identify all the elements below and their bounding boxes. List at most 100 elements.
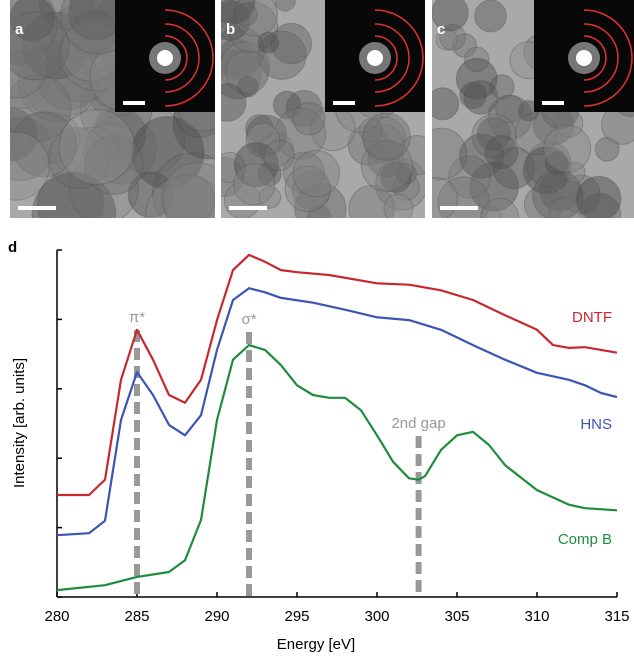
particle	[84, 135, 144, 195]
particle	[525, 141, 572, 188]
particle	[543, 124, 592, 173]
legend-label: DNTF	[572, 309, 612, 326]
x-axis-title: Energy [eV]	[277, 636, 355, 653]
particle	[233, 163, 276, 206]
panel-label: a	[15, 21, 24, 38]
particle	[432, 127, 468, 181]
particle	[476, 116, 512, 152]
particle	[258, 186, 282, 209]
particle	[367, 140, 405, 178]
particle	[579, 192, 622, 218]
particle	[10, 117, 53, 181]
particle	[10, 11, 70, 81]
particle	[575, 175, 622, 218]
particle	[380, 161, 412, 193]
diffraction-ring	[583, 23, 619, 93]
particle	[21, 11, 90, 80]
particle	[226, 1, 279, 53]
diffraction-ring	[583, 35, 607, 81]
particle	[225, 50, 270, 95]
annotation-label: σ*	[241, 311, 256, 328]
particle	[292, 102, 326, 136]
x-tick-label: 300	[364, 608, 389, 625]
particle	[63, 126, 119, 182]
particle	[495, 94, 524, 124]
series-line	[56, 287, 618, 537]
particle	[11, 111, 77, 178]
panel-label: c	[437, 21, 445, 38]
x-tick-label: 310	[524, 608, 549, 625]
particle	[257, 30, 307, 80]
particle	[221, 50, 262, 100]
particle	[10, 31, 49, 99]
particle	[274, 107, 327, 160]
particle	[145, 174, 215, 218]
particle	[307, 204, 331, 218]
diffraction-ring	[164, 23, 200, 93]
x-tick-label: 315	[604, 608, 629, 625]
particle	[17, 41, 99, 122]
tem-image: b	[221, 0, 425, 218]
particle	[47, 127, 110, 190]
particle	[221, 0, 256, 25]
x-tick-label: 280	[44, 608, 69, 625]
diffraction-ring	[583, 9, 633, 107]
particle	[364, 124, 405, 164]
particle	[161, 162, 215, 218]
particle	[233, 0, 279, 37]
particle	[479, 205, 502, 218]
particle	[362, 112, 411, 161]
particle	[258, 132, 294, 168]
legend-label: HNS	[580, 416, 612, 433]
diffraction-center	[157, 50, 173, 66]
particle	[487, 94, 533, 140]
particle	[237, 75, 259, 98]
tem-texture	[221, 0, 425, 218]
particle	[272, 90, 302, 119]
particle	[68, 152, 140, 218]
particle	[469, 161, 520, 212]
particle	[523, 184, 564, 218]
particle	[221, 0, 251, 41]
particle	[284, 165, 331, 213]
panel-label: b	[226, 21, 235, 38]
particle	[233, 142, 279, 188]
particle	[435, 28, 458, 51]
particle	[459, 133, 505, 179]
particle	[29, 112, 81, 164]
particle	[539, 169, 581, 212]
particle	[245, 114, 288, 156]
particle	[489, 74, 515, 100]
particle	[37, 48, 100, 111]
particle	[360, 139, 413, 192]
legend-label: Comp B	[558, 531, 612, 548]
particle	[358, 118, 383, 143]
particle	[10, 0, 55, 42]
series-line	[56, 344, 618, 592]
particle	[292, 149, 341, 198]
particle	[221, 2, 248, 32]
particle	[10, 74, 72, 143]
particle	[448, 155, 491, 199]
particle	[10, 0, 58, 65]
series-line	[57, 253, 618, 497]
diffraction-ring	[374, 9, 424, 107]
particle	[257, 31, 280, 54]
particle	[270, 22, 313, 65]
y-axis-title: Intensity [arb. units]	[11, 358, 28, 488]
particle	[522, 146, 571, 195]
particle	[392, 173, 420, 201]
particle	[130, 115, 205, 190]
particle	[471, 113, 517, 159]
particle	[383, 193, 414, 218]
particle	[127, 171, 175, 218]
x-tick-label: 305	[444, 608, 469, 625]
particle	[560, 174, 601, 215]
particle	[274, 0, 296, 12]
tem-image: a	[10, 0, 215, 218]
particle	[432, 0, 469, 32]
x-tick-label: 290	[204, 608, 229, 625]
particle	[263, 139, 295, 171]
particle	[291, 170, 331, 210]
annotation-label: π*	[129, 309, 145, 326]
